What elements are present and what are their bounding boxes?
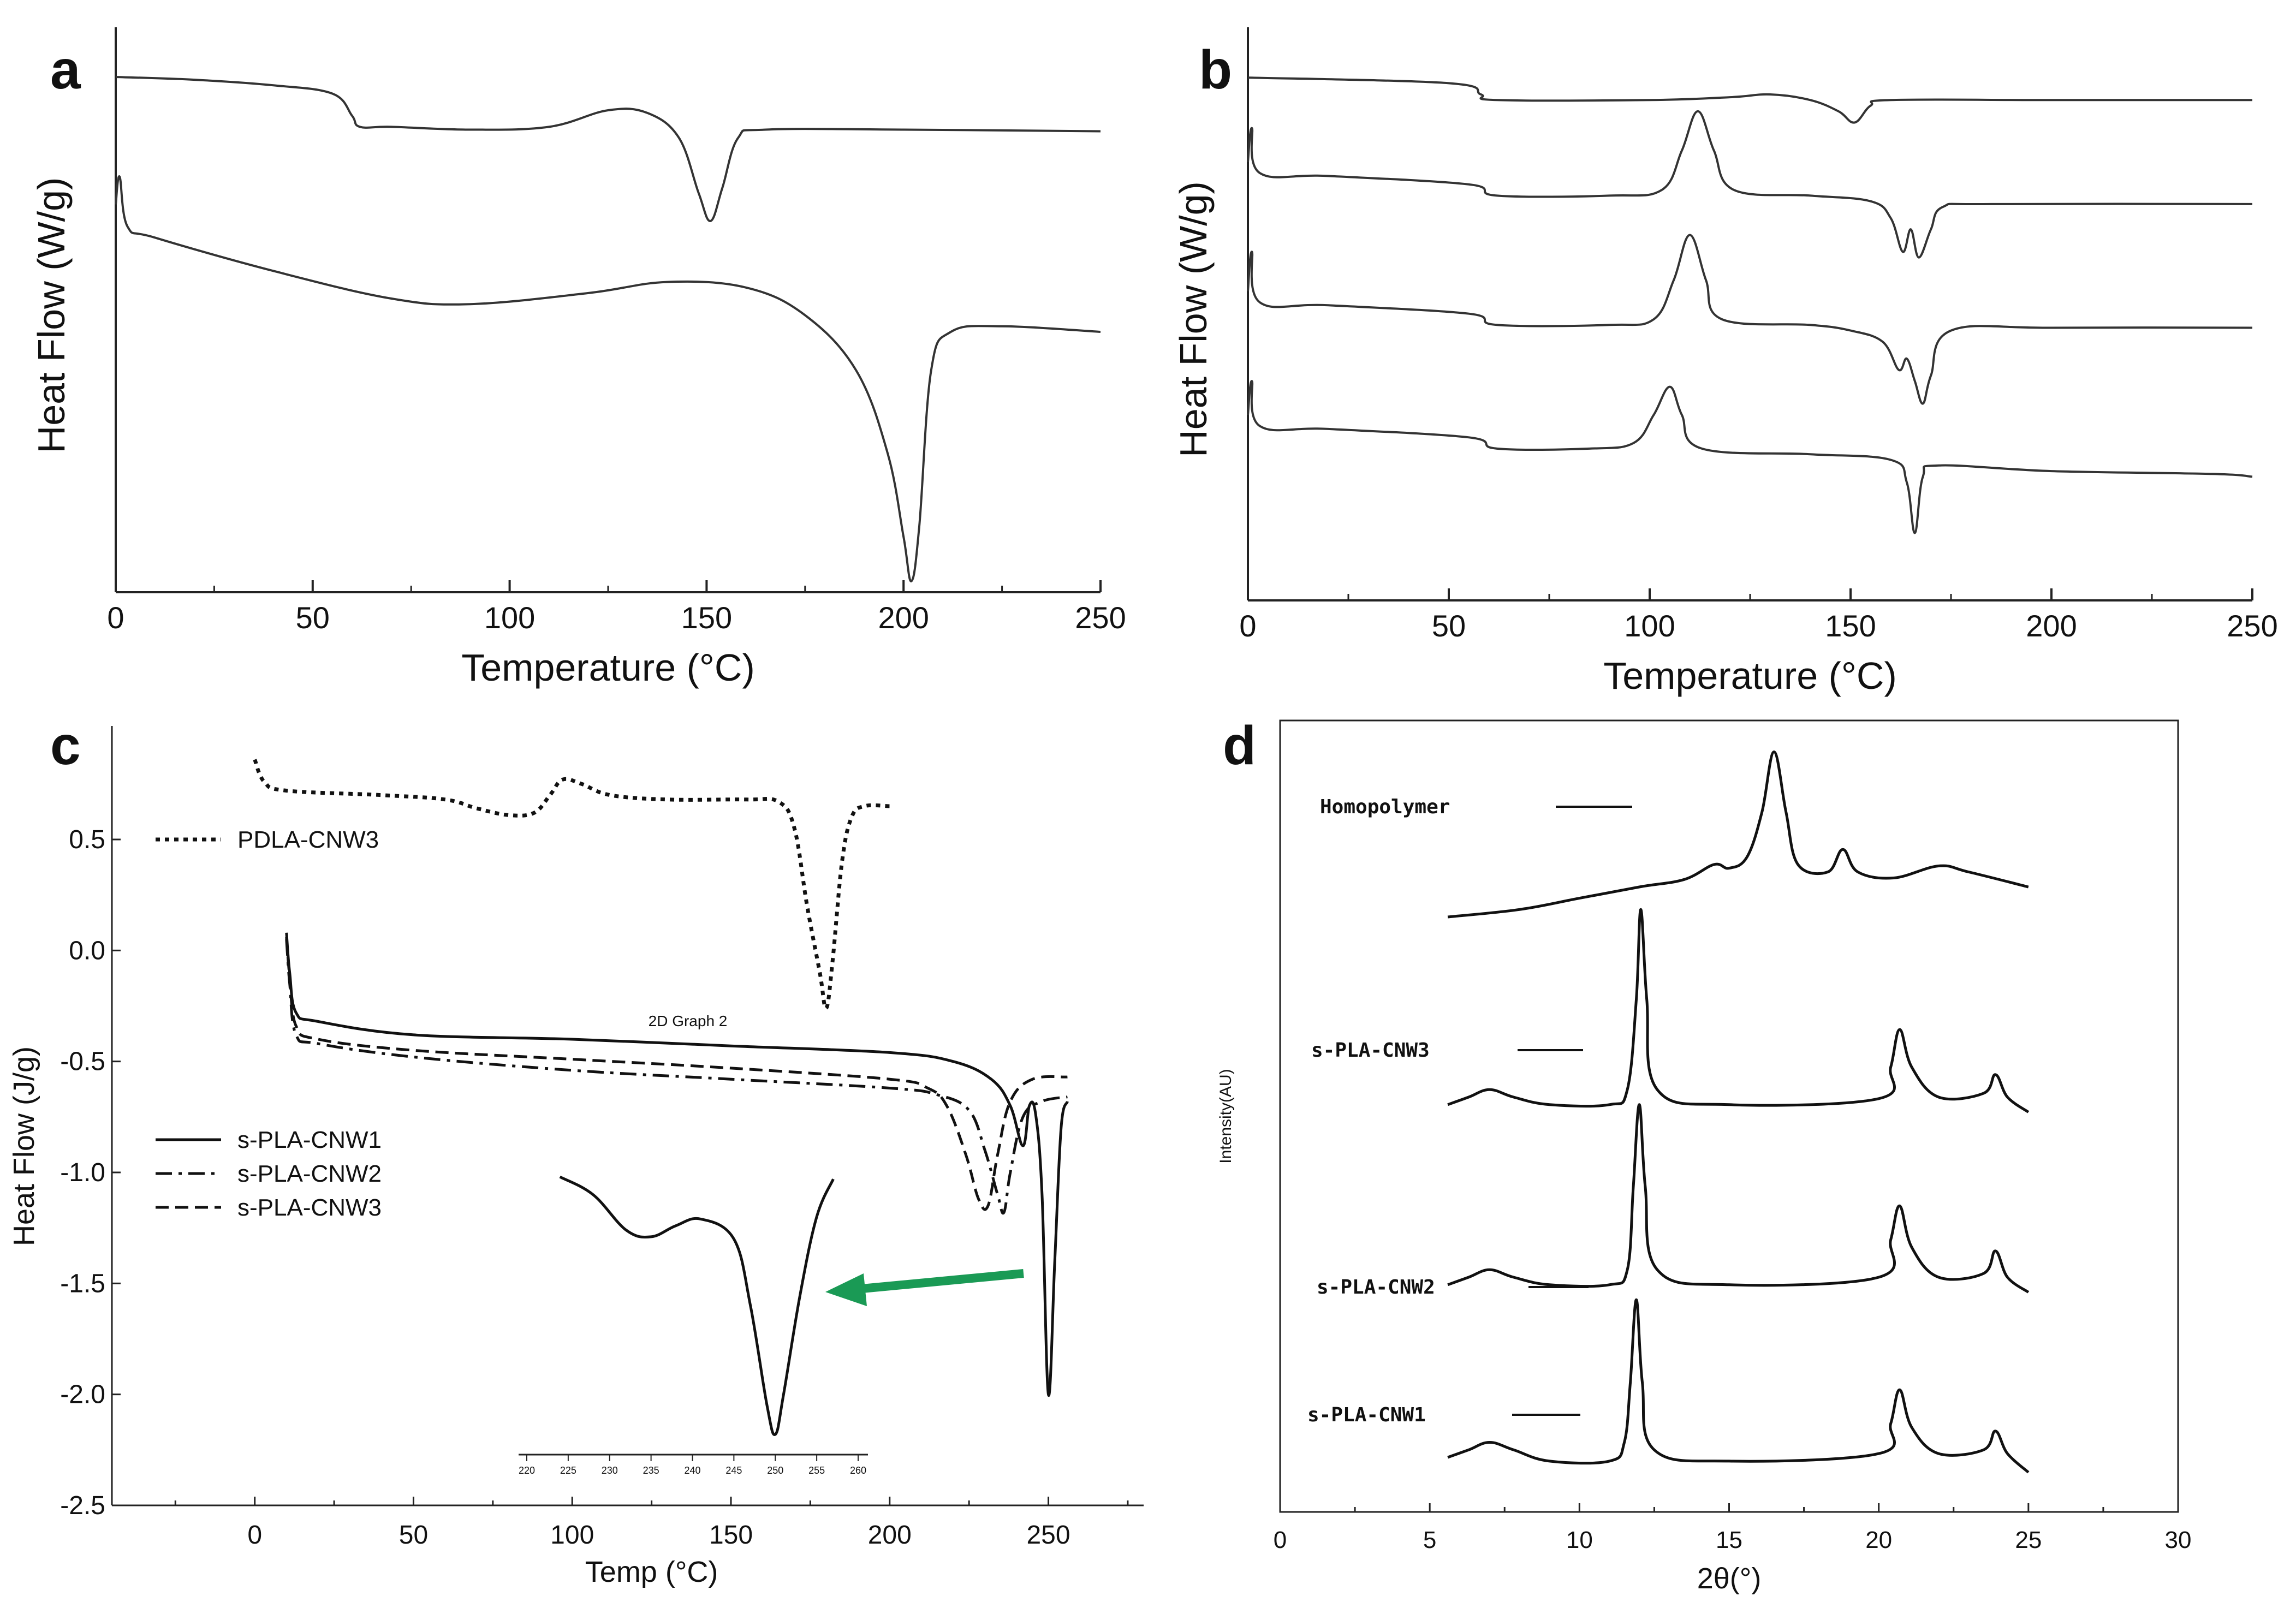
series-line-s-PLA-CNW2 [1447,1103,2030,1294]
y-tick-label-3: -1.0 [60,1158,105,1187]
series-line-s-PLA-CNW3 [285,937,1068,1211]
x-tick-label-150: 150 [709,1521,753,1550]
y-tick-label-2: -0.5 [60,1047,105,1076]
x-tick-label-30: 30 [2165,1527,2192,1553]
x-tick-label-200: 200 [868,1521,912,1550]
x-axis-label: Temperature (°C) [1603,654,1897,697]
green-arrow-head [825,1273,867,1306]
x-tick-label-250: 250 [1026,1521,1070,1550]
y-axis-label: Heat Flow (J/g) [8,1046,40,1246]
panel-a: 0 50 100 150 200 250 Temperature (°C) Heat Flow… [30,27,1126,689]
series-line-1 [1247,76,2252,124]
x-tick-label-150: 150 [681,600,732,635]
x-tick-label-100: 100 [550,1521,594,1550]
x-axis-label: Temp (°C) [585,1556,718,1588]
x-tick-label-0: 0 [107,600,124,635]
series-line-s-PLA-CNW1 [285,932,1069,1397]
y-tick-label-4: -1.5 [60,1269,105,1298]
series-line-1 [115,76,1101,222]
x-tick-label-25: 25 [2015,1527,2042,1553]
series-line-3 [1247,234,2253,405]
inset-x-tick-label-240: 240 [684,1465,700,1476]
x-tick-label-15: 15 [1716,1527,1742,1553]
y-axis-label: Intensity(AU) [1217,1069,1235,1163]
y-tick-label-1: 0.0 [69,936,105,965]
panel-letter-d: d [1223,715,1256,776]
x-axis-label: Temperature (°C) [461,646,755,689]
x-tick-label-200: 200 [2026,609,2077,643]
inset-x-tick-label-255: 255 [808,1465,825,1476]
x-tick-label-50: 50 [296,600,330,635]
x-tick-label-100: 100 [1624,609,1675,643]
x-tick-label-200: 200 [878,600,929,635]
inset-series-line [559,1175,835,1436]
x-tick-label-250: 250 [1075,600,1126,635]
x-tick-label-150: 150 [1825,609,1876,643]
legend-label-4: s-PLA-CNW3 [237,1194,382,1221]
panel-c: 0 50 100 150 200 250 0.5 0.0 -0.5 -1.0 -1.5 -2.0 -2.… [8,726,1144,1588]
y-tick-label-6: -2.5 [60,1491,105,1520]
inset-x-tick-label-225: 225 [560,1465,576,1476]
plot-frame [1279,719,2179,1513]
x-tick-label-50: 50 [399,1521,428,1550]
annotation-2d-graph: 2D Graph 2 [649,1013,728,1029]
panel-letter-a: a [50,39,81,100]
y-tick-label-0: 0.5 [69,825,105,854]
x-tick-label-0: 0 [1239,609,1256,643]
y-axis-label: Heat Flow (W/g) [30,177,73,454]
x-tick-label-0: 0 [1274,1527,1287,1553]
inset-x-tick-label-220: 220 [519,1465,535,1476]
panel-letter-c: c [50,715,81,776]
series-line-4 [1247,380,2253,534]
series-line-Homopolymer [1447,750,2029,919]
y-axis-label: Heat Flow (W/g) [1172,181,1215,457]
inset-x-tick-label-245: 245 [725,1465,742,1476]
panel-letter-b: b [1199,39,1232,100]
inset-x-tick-label-230: 230 [602,1465,618,1476]
series-line-2 [1247,110,2253,259]
x-tick-label-50: 50 [1432,609,1466,643]
inset-x-tick-label-250: 250 [767,1465,783,1476]
legend-label-3: s-PLA-CNW2 [237,1160,382,1187]
series-label-4: s-PLA-CNW1 [1307,1404,1426,1426]
series-line-s-PLA-CNW2 [285,939,1068,1215]
legend-label-2: s-PLA-CNW1 [237,1127,382,1153]
panel-d: 0 5 10 15 20 25 30 2θ(°) Intensity(AU) Homopolyme… [1217,719,2192,1595]
green-arrow-shaft [855,1269,1024,1294]
x-tick-label-0: 0 [247,1521,262,1550]
legend-label-1: PDLA-CNW3 [237,826,379,853]
inset-x-tick-label-235: 235 [643,1465,659,1476]
x-tick-label-20: 20 [1865,1527,1892,1553]
x-tick-label-10: 10 [1566,1527,1593,1553]
series-line-s-PLA-CNW3 [1447,908,2030,1113]
series-line-PDLA-CNW3 [253,759,890,1010]
series-label-2: s-PLA-CNW3 [1311,1039,1430,1062]
series-line-2 [115,175,1101,582]
series-label-3: s-PLA-CNW2 [1317,1276,1435,1299]
x-axis-label: 2θ(°) [1697,1562,1762,1595]
x-tick-label-5: 5 [1423,1527,1436,1553]
y-tick-label-5: -2.0 [60,1380,105,1409]
inset-x-tick-label-260: 260 [850,1465,866,1476]
series-line-s-PLA-CNW1 [1447,1298,2030,1474]
x-tick-label-100: 100 [484,600,535,635]
x-tick-label-250: 250 [2227,609,2277,643]
panel-b: 0 50 100 150 200 250 Temperature (°C) Heat Flow… [1172,27,2278,697]
series-label-1: Homopolymer [1320,796,1450,818]
